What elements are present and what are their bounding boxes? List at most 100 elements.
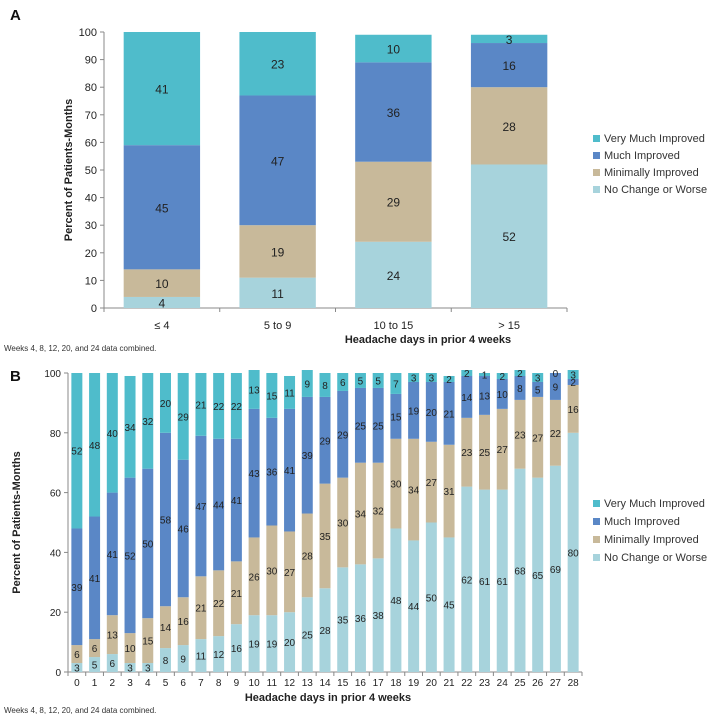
bar-segment [213,373,225,439]
bar-value-label: 25 [355,421,367,432]
bar-segment [89,657,101,672]
bar-segment [443,537,455,672]
bar-value-label: 5 [92,661,98,672]
x-tick-label: 4 [145,678,151,689]
x-tick-label: 15 [337,678,349,689]
bar-value-label: 30 [390,480,402,491]
bar-segment [479,489,491,672]
bar-segment [461,375,473,418]
bar-segment [408,381,420,439]
x-tick-label: ≤ 4 [154,320,169,332]
bar-segment [496,489,508,672]
bar-value-label: 5 [358,376,364,387]
bar-value-label: 58 [160,516,172,527]
bar-segment [443,444,455,538]
bar-value-label: 3 [506,33,513,47]
bar-value-label: 8 [517,384,523,395]
bar-segment [124,375,136,478]
bar-segment [213,636,225,672]
bar-segment [354,373,366,388]
bar-segment [354,462,366,565]
bar-value-label: 44 [213,501,225,512]
bar-segment [532,381,544,397]
bar-segment [239,277,316,308]
x-tick-label: 22 [461,678,473,689]
bar-value-label: 39 [71,583,83,594]
bar-value-label: 20 [426,408,438,419]
x-tick-label: 14 [319,678,331,689]
bar-segment [284,375,296,409]
bar-value-label: 68 [514,566,526,577]
bar-segment [514,370,526,376]
bar-segment [567,384,579,433]
bar-value-label: 32 [373,507,385,518]
bar-segment [177,459,189,598]
bar-value-label: 16 [231,644,243,655]
bar-segment [479,373,491,376]
bar-segment [390,373,402,394]
bar-segment [355,161,432,242]
bar-segment [301,597,313,672]
y-tick-label: 90 [85,55,97,67]
y-tick-label: 50 [85,165,97,177]
bar-segment [124,477,136,634]
bar-segment [284,531,296,613]
bar-value-label: 19 [408,406,420,417]
bar-segment [71,373,83,529]
bar-value-label: 13 [249,385,261,396]
bar-value-label: 21 [231,589,243,600]
bar-segment [89,639,101,658]
bar-segment [230,438,242,562]
bar-value-label: 29 [337,430,349,441]
legend-swatch [593,152,600,159]
bar-segment [159,648,171,672]
bar-segment [284,612,296,672]
x-tick-label: 18 [390,678,402,689]
bar-value-label: 30 [337,519,349,530]
bar-segment [567,432,579,672]
bar-segment [354,387,366,463]
bar-value-label: 9 [180,655,186,666]
x-tick-label: > 15 [498,320,520,332]
bar-segment [496,378,508,409]
bar-value-label: 20 [160,399,172,410]
bar-value-label: 27 [532,433,544,444]
legend-label: Minimally Improved [604,167,699,179]
bar-value-label: 7 [393,379,399,390]
bar-value-label: 45 [155,201,169,215]
bar-value-label: 8 [163,656,169,667]
legend-swatch [593,169,600,176]
bar-value-label: 2 [464,369,470,380]
x-tick-label: 5 to 9 [264,320,292,332]
bar-value-label: 30 [266,566,278,577]
x-tick-label: 27 [550,678,562,689]
bar-segment [106,373,118,493]
x-axis-title: Headache days in prior 4 weeks [345,334,511,346]
legend-swatch [593,500,600,507]
x-tick-label: 2 [110,678,116,689]
bar-segment [354,564,366,672]
bar-value-label: 29 [387,196,401,210]
bar-value-label: 50 [142,539,154,550]
bar-value-label: 50 [426,593,438,604]
x-tick-label: 19 [408,678,420,689]
bar-segment [532,396,544,478]
x-tick-label: 16 [355,678,367,689]
legend-swatch [593,518,600,525]
x-tick-label: 28 [568,678,580,689]
y-tick-label: 60 [50,489,62,500]
bar-segment [177,373,189,460]
bar-value-label: 34 [355,510,367,521]
x-tick-label: 12 [284,678,296,689]
y-tick-label: 80 [50,429,62,440]
legend-label: No Change or Worse [604,552,707,564]
y-tick-label: 20 [85,248,97,260]
bar-value-label: 27 [426,478,438,489]
y-tick-label: 60 [85,137,97,149]
bar-value-label: 28 [302,551,314,562]
bar-value-label: 21 [195,604,207,615]
x-tick-label: 3 [127,678,133,689]
bar-value-label: 22 [550,429,562,440]
y-axis-title: Percent of Patients-Months [63,99,75,241]
